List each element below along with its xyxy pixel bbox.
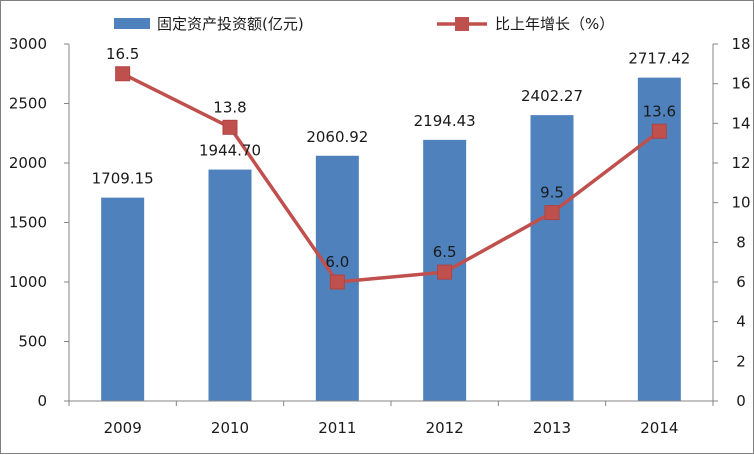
y-right-tick-label: 0 — [736, 392, 746, 410]
legend-label-line: 比上年增长（%） — [495, 15, 614, 33]
x-tick-label: 2014 — [640, 419, 678, 437]
growth-point-2012 — [437, 264, 453, 280]
bar-value-label: 1944.70 — [199, 142, 261, 160]
y-right-tick-label: 8 — [736, 233, 746, 251]
y-right-tick-label: 4 — [736, 313, 746, 331]
legend-label-bar: 固定资产投资额(亿元) — [157, 15, 304, 33]
x-tick-label: 2010 — [211, 419, 249, 437]
growth-point-2009 — [115, 66, 131, 82]
bar-value-label: 2402.27 — [521, 87, 583, 105]
growth-value-label: 6.5 — [433, 243, 457, 261]
growth-value-label: 16.5 — [106, 45, 139, 63]
bar-value-label: 2717.42 — [628, 50, 690, 68]
legend-swatch-bar — [114, 18, 150, 29]
y-right-tick-label: 14 — [731, 114, 750, 132]
growth-line — [121, 72, 661, 284]
y-left-tick-label: 3000 — [9, 35, 47, 53]
y-right-tick-label: 2 — [736, 352, 746, 370]
growth-value-label: 9.5 — [540, 184, 564, 202]
y-right-tick-label: 16 — [731, 75, 750, 93]
growth-value-label: 13.6 — [643, 102, 676, 120]
y-right-tick-label: 12 — [731, 154, 750, 172]
y-left-tick-label: 2500 — [9, 95, 47, 113]
growth-point-2013 — [544, 205, 560, 221]
growth-point-2014 — [651, 123, 667, 139]
y-left-tick-label: 2000 — [9, 154, 47, 172]
growth-point-2011 — [329, 274, 345, 290]
x-tick-label: 2009 — [104, 419, 142, 437]
bar-value-label: 1709.15 — [92, 170, 154, 188]
bar-2010 — [208, 169, 252, 401]
y-right-tick-label: 18 — [731, 35, 750, 53]
y-right-tick-label: 10 — [731, 194, 750, 212]
legend-swatch-marker — [455, 17, 469, 31]
bar-value-label: 2060.92 — [306, 128, 368, 146]
growth-value-label: 6.0 — [325, 253, 349, 271]
y-left-tick-label: 0 — [37, 392, 47, 410]
y-left-tick-label: 1000 — [9, 273, 47, 291]
growth-value-label: 13.8 — [213, 98, 246, 116]
growth-point-2010 — [222, 119, 238, 135]
y-right-tick-label: 6 — [736, 273, 746, 291]
x-tick-label: 2013 — [533, 419, 571, 437]
y-left-tick-label: 500 — [18, 333, 47, 351]
y-left-tick-label: 1500 — [9, 214, 47, 232]
bar-2009 — [101, 197, 145, 401]
x-tick-label: 2012 — [426, 419, 464, 437]
x-tick-label: 2011 — [318, 419, 356, 437]
bar-value-label: 2194.43 — [414, 112, 476, 130]
bar-2013 — [530, 115, 574, 401]
